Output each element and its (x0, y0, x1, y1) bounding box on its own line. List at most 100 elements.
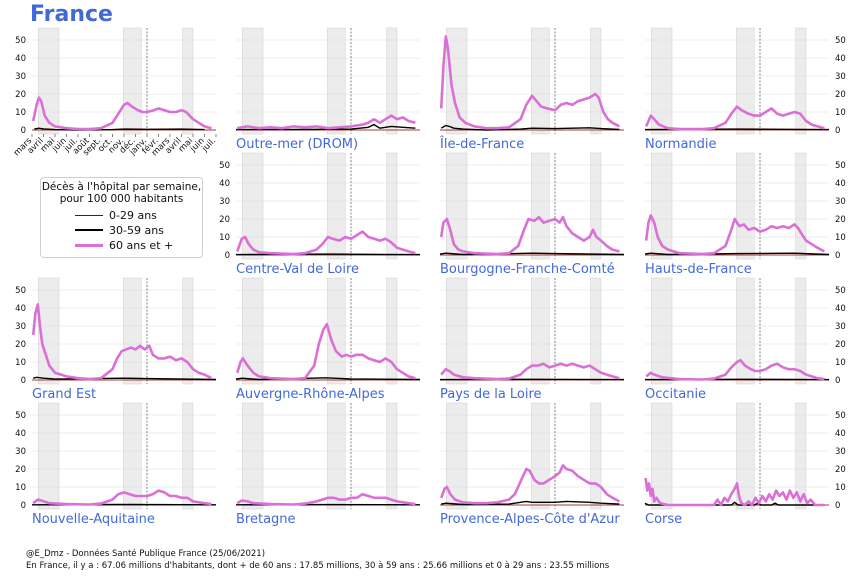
region-label: Centre-Val de Loire (236, 262, 359, 277)
lockdown-band (446, 27, 468, 135)
lockdown-band (446, 152, 468, 260)
region-label: Occitanie (645, 387, 706, 402)
y-tick-label: 30 (835, 72, 846, 82)
lockdown-band (736, 152, 755, 260)
y-tick-label: 10 (219, 233, 230, 243)
lockdown-band (651, 402, 673, 510)
lockdown-band (38, 277, 60, 385)
region-label: Bourgogne-Franche-Comté (440, 262, 615, 277)
lockdown-band (531, 152, 550, 260)
lockdown-band (327, 402, 346, 510)
lockdown-band (242, 277, 264, 385)
lockdown-band (123, 402, 142, 510)
series-60plus-line (439, 464, 621, 505)
legend-label-30-59: 30-59 ans (109, 223, 164, 237)
y-tick-label: 30 (219, 197, 230, 207)
legend-label-60plus: 60 ans et + (109, 238, 174, 252)
y-tick-label: 0 (21, 376, 26, 386)
y-tick-label: 20 (15, 340, 26, 350)
lockdown-band (590, 27, 602, 135)
panel-0: 01020304050marsavrilmaijuinjuil.aoûtsept… (12, 27, 219, 158)
lockdown-band (242, 402, 264, 510)
region-label: Provence-Alpes-Côte d'Azur (440, 512, 620, 527)
lockdown-band (651, 277, 673, 385)
panel-9: Pays de la Loire (439, 277, 625, 402)
series-60plus-line (31, 303, 213, 381)
lockdown-band (795, 152, 807, 260)
lockdown-band (386, 402, 398, 510)
x-tick-label: juil. (200, 136, 219, 155)
lockdown-band (736, 277, 755, 385)
legend: Décès à l'hôpital par semaine, pour 100 … (40, 177, 203, 258)
y-tick-label: 0 (835, 251, 840, 261)
y-tick-label: 20 (835, 465, 846, 475)
region-label: Nouvelle-Aquitaine (32, 512, 155, 527)
lockdown-band (651, 27, 673, 135)
series-60plus-line (32, 489, 212, 506)
lockdown-band (327, 277, 346, 385)
lockdown-band (795, 277, 807, 385)
series-60plus-line (236, 492, 416, 506)
footer-population: En France, il y a : 67.06 millions d'hab… (26, 561, 610, 571)
y-tick-label: 10 (835, 233, 846, 243)
lockdown-band (446, 402, 468, 510)
footer-source: @E_Dmz - Données Santé Publique France (… (26, 549, 266, 559)
region-label: Bretagne (236, 512, 296, 527)
y-tick-label: 40 (835, 429, 846, 439)
panel-2: Île-de-France (439, 27, 624, 152)
region-label: Pays de la Loire (440, 387, 542, 402)
y-tick-label: 50 (835, 286, 846, 296)
lockdown-band (531, 27, 550, 135)
y-tick-label: 10 (15, 108, 26, 118)
y-tick-label: 0 (21, 501, 26, 511)
y-tick-label: 50 (15, 411, 26, 421)
series-30-59-line (441, 500, 620, 506)
y-tick-label: 20 (835, 215, 846, 225)
series-30-59-line (440, 124, 620, 131)
lockdown-band (531, 277, 550, 385)
lockdown-band (182, 27, 194, 135)
panel-11: 0 10 20 30 40 50 Nouvelle-Aquitaine (15, 402, 217, 527)
y-tick-label: 20 (219, 215, 230, 225)
y-tick-label: 30 (835, 447, 846, 457)
panel-3: 0 10 20 30 40 50 Normandie (644, 27, 846, 152)
y-tick-label: 50 (15, 286, 26, 296)
lockdown-band (242, 27, 264, 135)
y-tick-label: 30 (15, 447, 26, 457)
series-60plus-line (235, 322, 416, 381)
lockdown-band (386, 152, 398, 260)
lockdown-band (736, 27, 755, 135)
panel-1: Outre-mer (DROM) (235, 27, 420, 152)
lockdown-band (736, 402, 755, 510)
y-tick-label: 10 (835, 483, 846, 493)
y-tick-label: 40 (219, 179, 230, 189)
y-tick-label: 0 (835, 501, 840, 511)
series-30-59-line (644, 501, 825, 506)
region-label: Normandie (645, 137, 717, 152)
legend-title-line2: pour 100 000 habitants (59, 193, 184, 205)
lockdown-band (123, 27, 142, 135)
y-tick-label: 50 (835, 36, 846, 46)
y-tick-label: 40 (835, 179, 846, 189)
series-60plus-line (645, 105, 825, 131)
y-tick-label: 0 (21, 126, 26, 136)
y-tick-label: 50 (835, 161, 846, 171)
lockdown-band (38, 27, 60, 135)
y-tick-label: 30 (15, 322, 26, 332)
lockdown-band (386, 27, 398, 135)
series-60plus-line (439, 215, 620, 256)
y-tick-label: 30 (835, 322, 846, 332)
y-tick-label: 50 (219, 161, 230, 171)
y-tick-label: 0 (225, 251, 230, 261)
panel-7: 0 10 20 30 40 50 Grand Est (15, 277, 217, 402)
y-tick-label: 40 (835, 54, 846, 64)
legend-swatch-60plus (75, 243, 103, 247)
lockdown-band (531, 402, 550, 510)
y-tick-label: 50 (835, 411, 846, 421)
y-tick-label: 40 (15, 304, 26, 314)
region-label: Île-de-France (439, 136, 524, 152)
region-label: Corse (645, 512, 682, 527)
legend-entry-30-59: 30-59 ans (41, 223, 164, 237)
lockdown-band (123, 277, 142, 385)
lockdown-band (590, 402, 602, 510)
